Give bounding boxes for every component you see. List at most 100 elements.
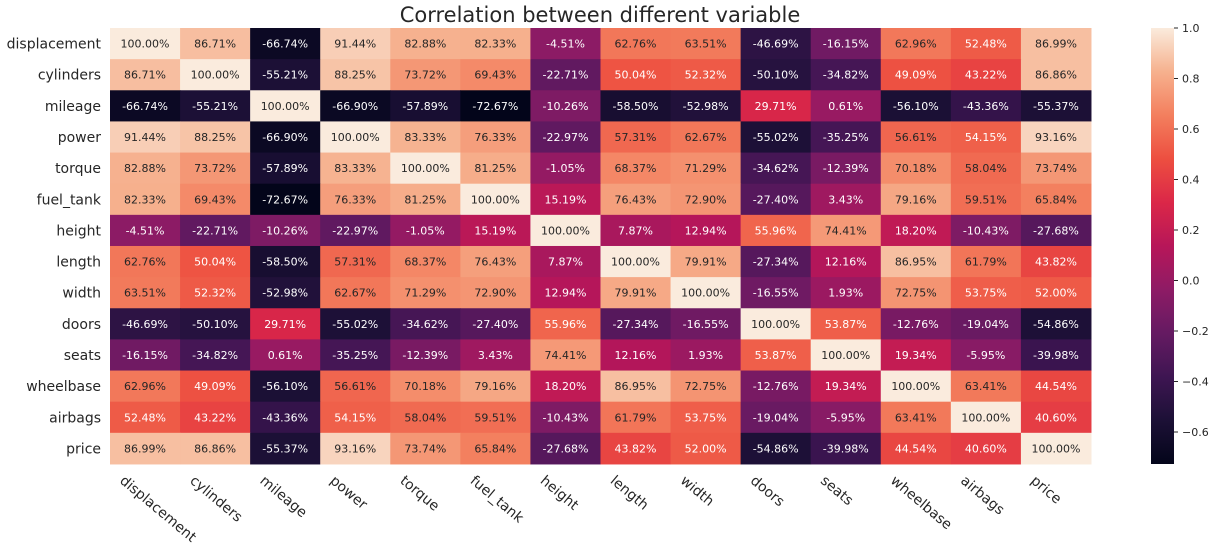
- cell-label-cylinders-height: -22.71%: [542, 69, 588, 82]
- heatmap-cell-cylinders-fuel_tank: [460, 59, 531, 91]
- cell-label-mileage-mileage: 100.00%: [261, 100, 310, 113]
- heatmap-cell-price-length: [600, 432, 672, 465]
- heatmap-cell-power-fuel_tank: [460, 121, 531, 154]
- cell-label-width-seats: 1.93%: [828, 287, 863, 300]
- cell-label-width-displacement: 63.51%: [124, 287, 166, 300]
- cell-label-seats-mileage: 0.61%: [268, 349, 303, 362]
- y-tick-label-seats: seats: [64, 348, 101, 364]
- cell-label-airbags-length: 61.79%: [615, 411, 657, 424]
- heatmap-cell-fuel_tank-displacement: [110, 183, 181, 216]
- heatmap-cell-wheelbase-power: [320, 370, 391, 403]
- cell-label-doors-wheelbase: -12.76%: [893, 318, 939, 331]
- heatmap-cell-cylinders-cylinders: [180, 59, 251, 91]
- heatmap-cell-width-wheelbase: [880, 277, 952, 309]
- heatmap-cell-width-height: [530, 277, 601, 309]
- cell-label-fuel_tank-mileage: -72.67%: [262, 193, 308, 206]
- heatmap-cell-power-mileage: [250, 121, 321, 154]
- cell-label-cylinders-airbags: 43.22%: [965, 69, 1007, 82]
- cell-label-airbags-wheelbase: 63.41%: [895, 411, 937, 424]
- cell-label-length-cylinders: 50.04%: [194, 256, 236, 269]
- cell-label-wheelbase-wheelbase: 100.00%: [891, 380, 940, 393]
- heatmap-cell-torque-seats: [810, 152, 882, 185]
- heatmap-cell-seats-price: [1020, 339, 1092, 372]
- heatmap-cell-seats-doors: [740, 339, 812, 372]
- heatmap-cell-fuel_tank-price: [1020, 183, 1092, 216]
- cell-label-displacement-doors: -46.69%: [753, 38, 799, 51]
- heatmap-cell-mileage-power: [320, 90, 391, 122]
- cell-label-cylinders-cylinders: 100.00%: [191, 69, 240, 82]
- heatmap-cell-doors-airbags: [950, 308, 1022, 340]
- heatmap-cell-doors-seats: [810, 308, 882, 340]
- cell-label-torque-fuel_tank: 81.25%: [474, 162, 516, 175]
- heatmap-cell-doors-width: [670, 308, 742, 340]
- heatmap-cell-price-height: [530, 432, 601, 465]
- heatmap-cell-doors-price: [1020, 308, 1092, 340]
- cell-label-fuel_tank-seats: 3.43%: [828, 193, 863, 206]
- heatmap-cell-airbags-torque: [390, 401, 461, 434]
- heatmap-cell-seats-height: [530, 339, 601, 372]
- heatmap-cell-fuel_tank-mileage: [250, 183, 321, 216]
- cell-label-airbags-price: 40.60%: [1035, 411, 1077, 424]
- heatmap-cell-fuel_tank-airbags: [950, 183, 1022, 216]
- cell-label-cylinders-width: 52.32%: [685, 69, 727, 82]
- cell-label-wheelbase-power: 56.61%: [334, 380, 376, 393]
- y-tick-label-height: height: [56, 223, 101, 239]
- cell-label-price-cylinders: 86.86%: [194, 442, 236, 455]
- cell-label-length-power: 57.31%: [334, 256, 376, 269]
- heatmap-cell-price-displacement: [110, 432, 181, 465]
- x-tick-label-mileage: mileage: [257, 473, 310, 521]
- cell-label-price-length: 43.82%: [615, 442, 657, 455]
- heatmap-cell-width-cylinders: [180, 277, 251, 309]
- cell-label-displacement-fuel_tank: 82.33%: [474, 38, 516, 51]
- heatmap-cell-power-airbags: [950, 121, 1022, 154]
- heatmap-cell-cylinders-width: [670, 59, 742, 91]
- cell-label-fuel_tank-power: 76.33%: [334, 193, 376, 206]
- heatmap-cell-height-displacement: [110, 214, 181, 247]
- heatmap-cell-height-doors: [740, 214, 812, 247]
- cell-label-width-height: 12.94%: [544, 287, 586, 300]
- cell-label-width-wheelbase: 72.75%: [895, 287, 937, 300]
- heatmap-cell-fuel_tank-height: [530, 183, 601, 216]
- heatmap-cell-doors-height: [530, 308, 601, 340]
- colorbar-tick-label: 1.0: [1182, 22, 1200, 35]
- cell-label-seats-width: 1.93%: [688, 349, 723, 362]
- cell-label-price-height: -27.68%: [542, 442, 588, 455]
- cell-label-mileage-displacement: -66.74%: [122, 100, 168, 113]
- cell-label-seats-seats: 100.00%: [821, 349, 870, 362]
- x-tick-label-doors: doors: [747, 473, 787, 510]
- cell-label-height-mileage: -10.26%: [262, 224, 308, 237]
- heatmap-cell-airbags-cylinders: [180, 401, 251, 434]
- heatmap-cell-height-length: [600, 214, 672, 247]
- cell-label-fuel_tank-length: 76.43%: [615, 193, 657, 206]
- cell-label-displacement-displacement: 100.00%: [121, 38, 170, 51]
- heatmap-cell-mileage-airbags: [950, 90, 1022, 122]
- heatmap-cell-height-wheelbase: [880, 214, 952, 247]
- heatmap-cell-length-power: [320, 245, 391, 278]
- heatmap-cell-cylinders-power: [320, 59, 391, 91]
- heatmap-cell-price-torque: [390, 432, 461, 465]
- cell-label-length-price: 43.82%: [1035, 256, 1077, 269]
- heatmap-cell-power-displacement: [110, 121, 181, 154]
- cell-label-doors-cylinders: -50.10%: [192, 318, 238, 331]
- cell-label-seats-wheelbase: 19.34%: [895, 349, 937, 362]
- heatmap-cell-power-power: [320, 121, 391, 154]
- cell-label-torque-mileage: -57.89%: [262, 162, 308, 175]
- heatmap-cell-length-torque: [390, 245, 461, 278]
- cell-label-seats-torque: -12.39%: [402, 349, 448, 362]
- cell-label-doors-doors: 100.00%: [751, 318, 800, 331]
- heatmap-cell-price-cylinders: [180, 432, 251, 465]
- cell-label-cylinders-fuel_tank: 69.43%: [474, 69, 516, 82]
- cell-label-seats-height: 74.41%: [544, 349, 586, 362]
- cell-label-cylinders-power: 88.25%: [334, 69, 376, 82]
- heatmap-cell-length-displacement: [110, 245, 181, 278]
- colorbar-tick-label: 0.0: [1182, 275, 1200, 288]
- cell-label-seats-displacement: -16.15%: [122, 349, 168, 362]
- cell-label-torque-displacement: 82.88%: [124, 162, 166, 175]
- heatmap-cell-price-wheelbase: [880, 432, 952, 465]
- cell-label-displacement-width: 63.51%: [685, 38, 727, 51]
- heatmap-cell-doors-wheelbase: [880, 308, 952, 340]
- heatmap-cell-airbags-height: [530, 401, 601, 434]
- chart-title: Correlation between different variable: [400, 3, 801, 27]
- cell-label-power-wheelbase: 56.61%: [895, 131, 937, 144]
